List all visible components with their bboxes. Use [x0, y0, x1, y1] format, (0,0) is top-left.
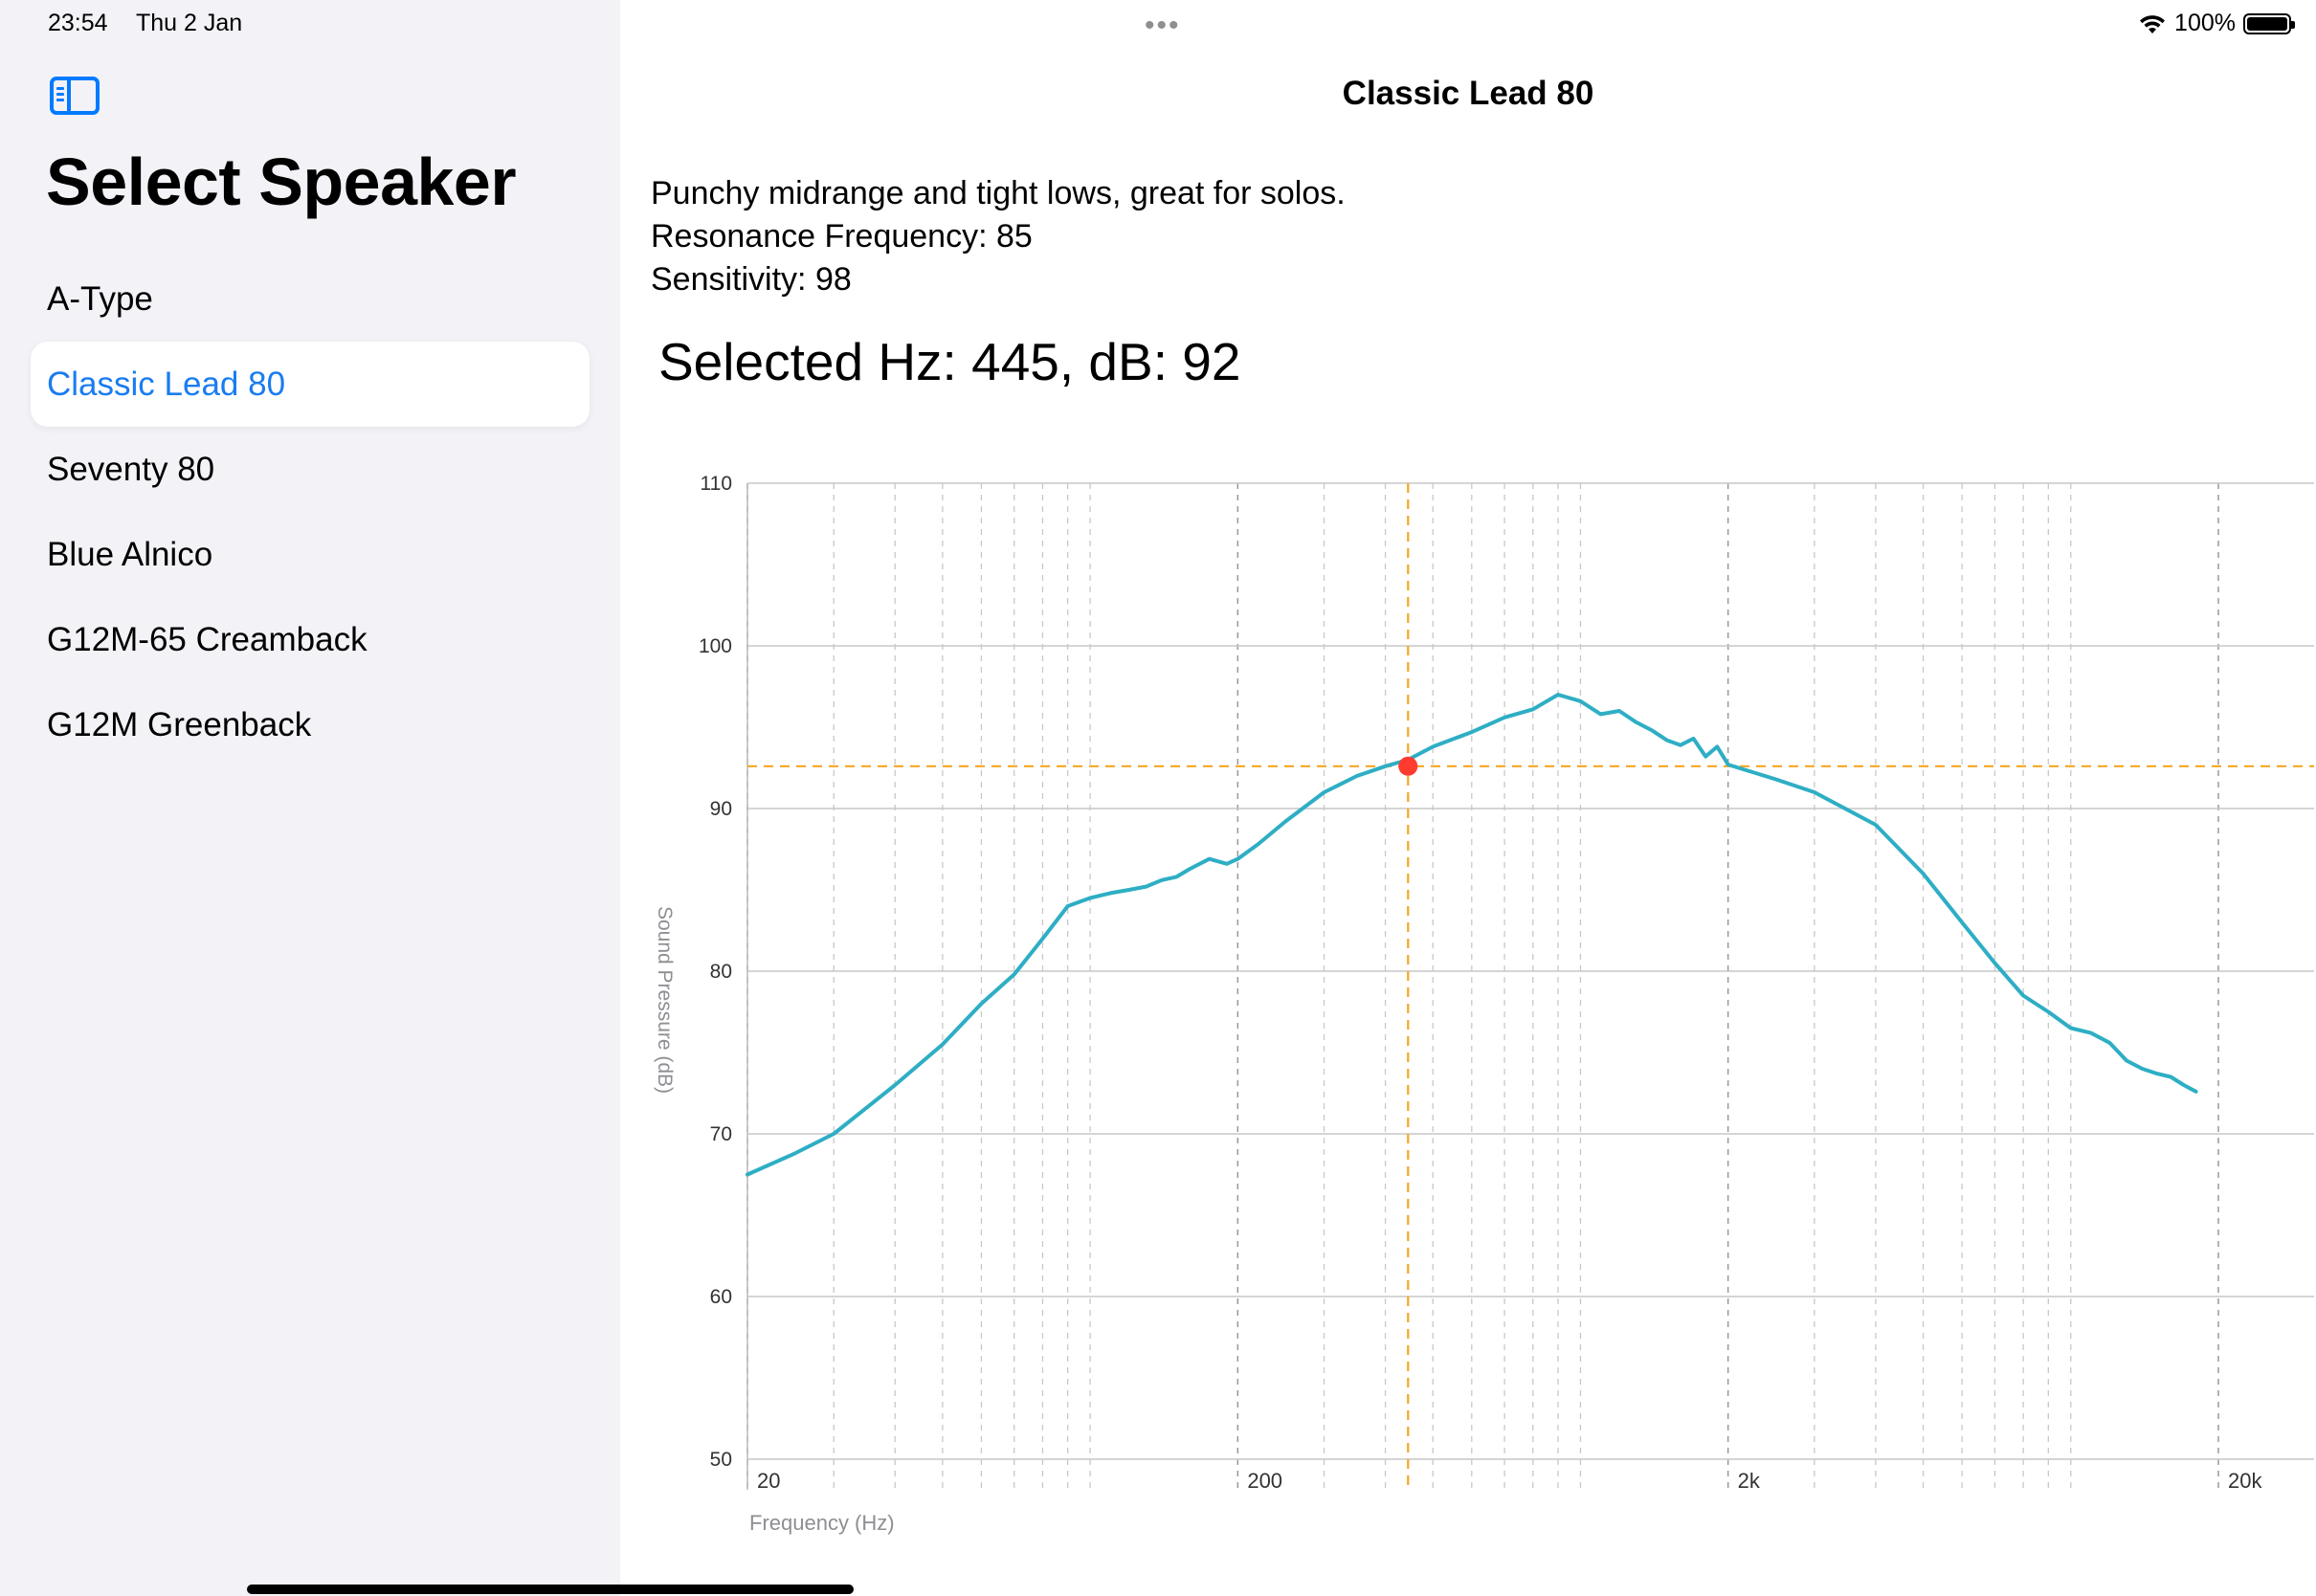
speaker-item-g12m-greenback[interactable]: G12M Greenback: [47, 706, 312, 743]
home-indicator[interactable]: [247, 1585, 854, 1594]
status-indicators: 100%: [2138, 10, 2295, 37]
x-axis-title: Frequency (Hz): [749, 1511, 895, 1535]
x-tick-label: 20k: [2228, 1469, 2262, 1493]
detail-pane: ••• 100% Classic Lead 80 Punchy midrange…: [620, 0, 2316, 1596]
speaker-item-seventy-80[interactable]: Seventy 80: [47, 451, 215, 488]
y-tick-label: 50: [710, 1449, 732, 1471]
chart-svg[interactable]: 110 100 90 80 70 60 50 20 200 2k 20k Frequency (Hz)…: [620, 440, 2316, 1541]
y-tick-label: 90: [710, 798, 732, 820]
frequency-response-chart[interactable]: 110 100 90 80 70 60 50 20 200 2k 20k Frequency (Hz)…: [620, 440, 2316, 1541]
selected-point-marker[interactable]: [1398, 756, 1418, 776]
speaker-item-g12m-65-creamback[interactable]: G12M-65 Creamback: [47, 621, 367, 658]
y-tick-label: 100: [699, 635, 732, 657]
detail-title: Classic Lead 80: [1342, 75, 1594, 112]
sidebar: 23:54 Thu 2 Jan Select Speaker A-Type Cl…: [0, 0, 620, 1596]
x-tick-label: 2k: [1738, 1469, 1761, 1493]
y-tick-label: 70: [710, 1123, 732, 1145]
speaker-info: Punchy midrange and tight lows, great fo…: [651, 172, 1346, 301]
speaker-item-classic-lead-80[interactable]: Classic Lead 80: [31, 342, 590, 427]
battery-percentage: 100%: [2174, 10, 2236, 36]
speaker-list: A-Type Classic Lead 80 Seventy 80 Blue A…: [31, 256, 590, 767]
y-tick-label: 110: [701, 473, 732, 495]
sidebar-toggle-icon[interactable]: [50, 77, 100, 115]
y-tick-label: 60: [710, 1286, 732, 1308]
x-tick-label: 200: [1247, 1469, 1282, 1493]
speaker-description: Punchy midrange and tight lows, great fo…: [651, 175, 1346, 211]
resonance-frequency: Resonance Frequency: 85: [651, 218, 1033, 255]
status-date: Thu 2 Jan: [136, 10, 243, 36]
battery-icon: [2243, 12, 2295, 34]
speaker-item-blue-alnico[interactable]: Blue Alnico: [47, 536, 213, 573]
sensitivity: Sensitivity: 98: [651, 261, 852, 298]
wifi-icon: [2140, 14, 2166, 33]
sidebar-title: Select Speaker: [46, 144, 517, 219]
frequency-response-curve: [746, 693, 2198, 1177]
speaker-item-a-type[interactable]: A-Type: [47, 280, 153, 318]
y-axis-title: Sound Pressure (dB): [654, 906, 676, 1094]
multitasking-dots-icon[interactable]: •••: [1145, 10, 1181, 41]
selected-point-readout: Selected Hz: 445, dB: 92: [658, 332, 1241, 391]
status-time: 23:54: [48, 10, 108, 36]
x-tick-label: 20: [757, 1469, 780, 1493]
y-tick-label: 80: [710, 961, 732, 983]
